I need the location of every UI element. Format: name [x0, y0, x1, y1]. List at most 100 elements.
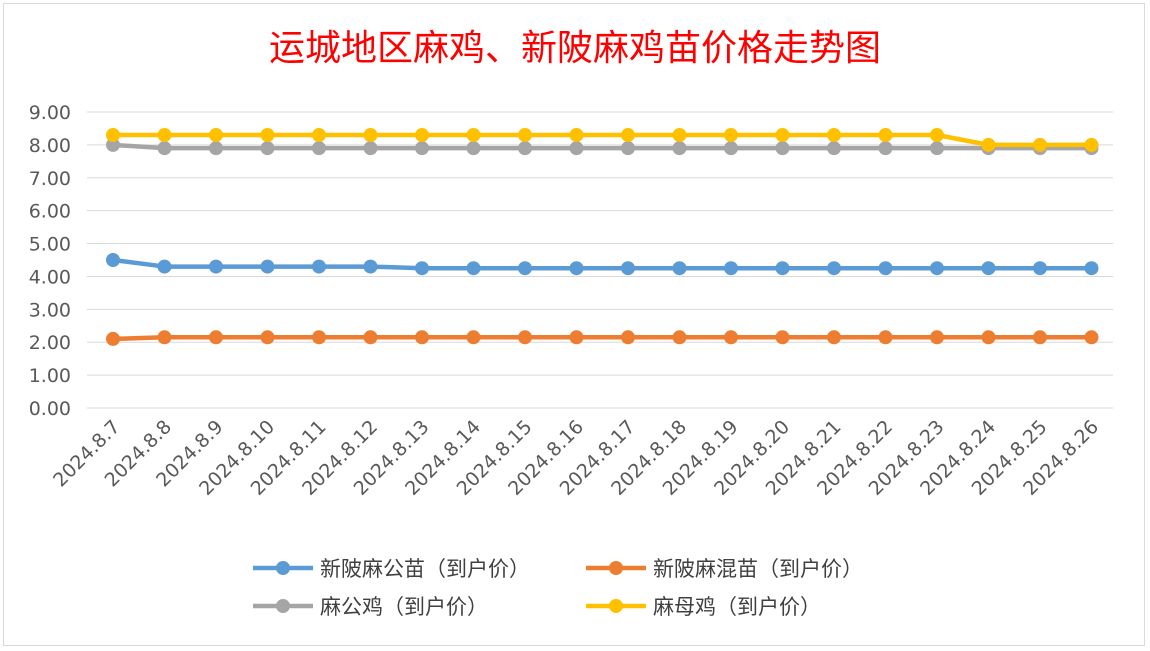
data-point	[1033, 261, 1047, 276]
data-point	[930, 128, 944, 143]
data-point	[724, 261, 738, 276]
data-point	[260, 128, 275, 143]
data-point	[981, 330, 996, 345]
y-axis-ticks: 0.00 1.00 2.00 3.00 4.00 5.00 6.00 7.00 8.00 9.00	[29, 102, 71, 420]
data-point	[518, 261, 532, 276]
legend-label: 新陂麻混苗（到户价）	[653, 557, 863, 581]
data-point	[930, 261, 944, 276]
data-point	[157, 259, 172, 274]
legend[interactable]: 新陂麻公苗（到户价） 新陂麻混苗（到户价） 麻公鸡（到户价） 麻母鸡（到户价）	[253, 557, 863, 619]
y-tick-label: 5.00	[29, 234, 71, 256]
data-point	[775, 141, 790, 156]
data-point	[775, 128, 790, 143]
data-point	[775, 330, 790, 345]
y-tick-label: 0.00	[29, 398, 71, 420]
data-point	[724, 330, 738, 345]
data-point	[209, 141, 223, 156]
data-point	[363, 330, 378, 345]
data-point	[672, 261, 687, 276]
chart-title: 运城地区麻鸡、新陂麻鸡苗价格走势图	[269, 28, 881, 69]
data-point	[569, 141, 584, 156]
data-point	[621, 141, 635, 156]
data-point	[260, 330, 275, 345]
data-point	[209, 128, 223, 143]
data-point	[363, 141, 378, 156]
data-point	[466, 141, 481, 156]
data-point	[1084, 261, 1099, 276]
data-point	[260, 141, 275, 156]
legend-item[interactable]: 麻公鸡（到户价）	[253, 595, 488, 619]
legend-label: 麻公鸡（到户价）	[320, 595, 488, 619]
legend-marker	[609, 561, 623, 575]
legend-marker	[276, 599, 290, 613]
data-point	[518, 128, 532, 143]
data-point	[724, 128, 738, 143]
data-point	[1084, 137, 1099, 152]
y-tick-label: 9.00	[29, 102, 71, 124]
data-point	[981, 137, 996, 152]
data-point	[415, 330, 429, 345]
chart-frame	[3, 3, 1145, 646]
data-point	[569, 330, 584, 345]
data-point	[878, 128, 893, 143]
data-point	[157, 128, 172, 143]
series-group	[106, 128, 1099, 152]
legend-marker	[609, 599, 623, 613]
y-tick-label: 4.00	[29, 266, 71, 288]
data-point	[106, 253, 120, 267]
data-point	[415, 261, 429, 276]
y-tick-label: 2.00	[29, 332, 71, 354]
data-point	[106, 128, 120, 143]
y-tick-label: 1.00	[29, 365, 71, 387]
data-point	[157, 330, 172, 345]
x-axis-ticks: 2024.8.72024.8.82024.8.92024.8.102024.8.…	[49, 416, 1103, 500]
data-point	[466, 261, 481, 276]
data-point	[930, 141, 944, 156]
data-point	[878, 261, 893, 276]
data-point	[827, 261, 841, 276]
data-point	[672, 141, 687, 156]
data-point	[1084, 330, 1099, 345]
grid-layer	[87, 111, 1113, 409]
data-point	[724, 141, 738, 156]
data-point	[106, 331, 120, 346]
data-point	[518, 141, 532, 156]
data-point	[672, 330, 687, 345]
data-point	[569, 261, 584, 276]
data-point	[157, 141, 172, 156]
data-point	[209, 330, 223, 345]
data-point	[312, 128, 326, 143]
y-tick-label: 6.00	[29, 201, 71, 223]
data-point	[930, 330, 944, 345]
data-point	[415, 141, 429, 156]
data-point	[621, 128, 635, 143]
data-point	[106, 137, 120, 152]
series-group	[106, 137, 1099, 156]
y-tick-label: 8.00	[29, 135, 71, 157]
data-point	[775, 261, 790, 276]
legend-item[interactable]: 麻母鸡（到户价）	[586, 595, 821, 619]
legend-marker	[276, 561, 290, 575]
series-line	[110, 257, 1094, 271]
legend-item[interactable]: 新陂麻公苗（到户价）	[253, 557, 530, 581]
data-point	[878, 141, 893, 156]
y-tick-label: 7.00	[29, 168, 71, 190]
data-point	[312, 330, 326, 345]
legend-item[interactable]: 新陂麻混苗（到户价）	[586, 557, 863, 581]
data-point	[363, 259, 378, 274]
data-point	[621, 261, 635, 276]
series-line	[110, 132, 1094, 148]
series-group	[106, 330, 1099, 346]
data-point	[981, 261, 996, 276]
data-point	[827, 330, 841, 345]
data-point	[878, 330, 893, 345]
data-point	[415, 128, 429, 143]
legend-label: 新陂麻公苗（到户价）	[320, 557, 530, 581]
data-point	[827, 128, 841, 143]
data-point	[363, 128, 378, 143]
data-point	[466, 128, 481, 143]
data-point	[209, 259, 223, 274]
data-point	[1033, 137, 1047, 152]
data-point	[312, 141, 326, 156]
